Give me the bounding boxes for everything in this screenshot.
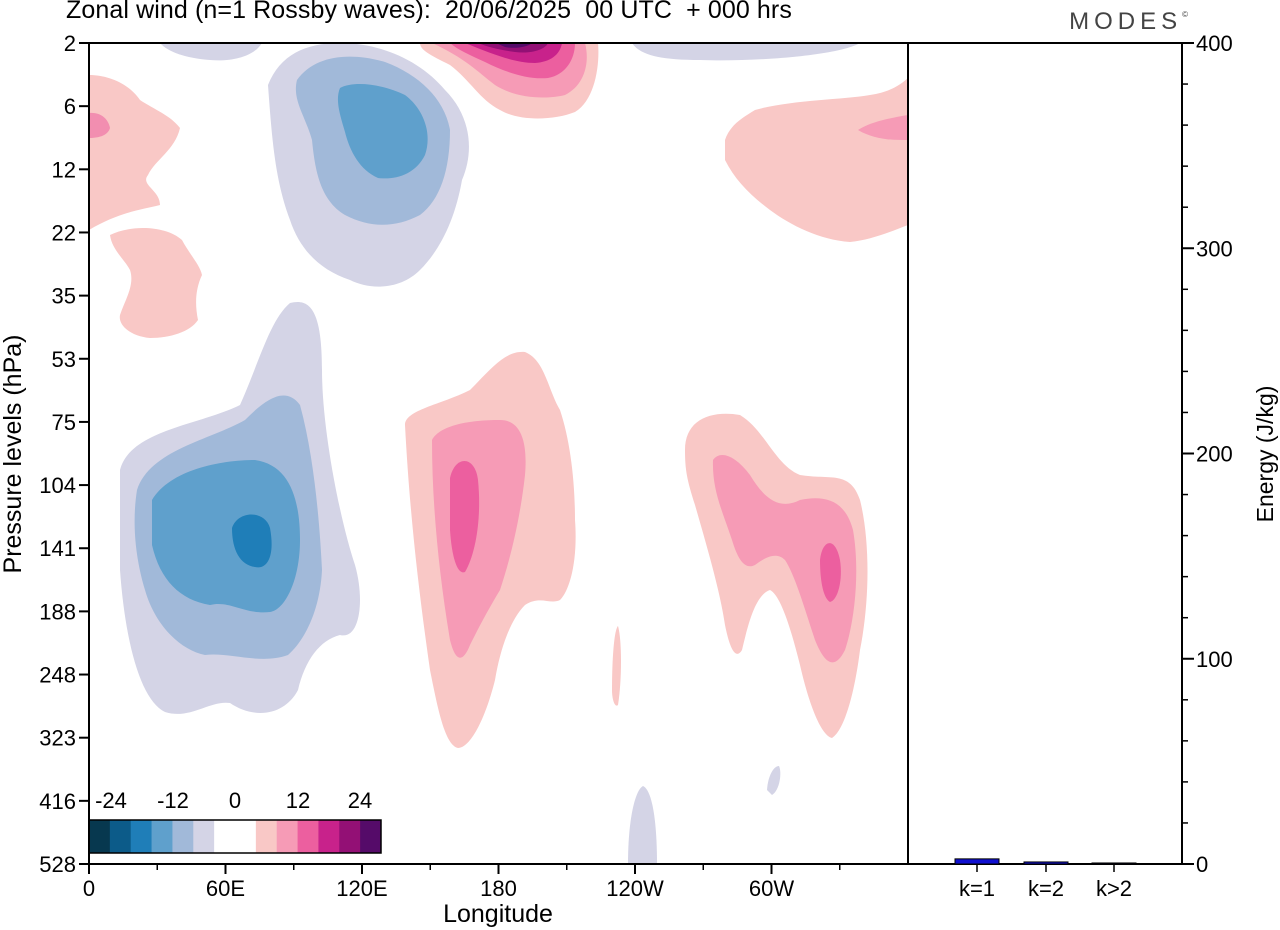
energy-tick-label: 100 — [1196, 647, 1233, 672]
colorbar-label: 24 — [348, 788, 372, 813]
colorbar-swatch — [235, 820, 257, 853]
colorbar-swatch — [130, 820, 152, 853]
energy-bars — [954, 858, 1137, 865]
colorbar-swatch — [89, 820, 111, 853]
colorbar-labels: -24 -12 0 12 24 — [95, 788, 372, 813]
colorbar-swatch — [360, 820, 382, 853]
colorbar-swatch — [255, 820, 278, 853]
y-tick-label: 2 — [64, 31, 76, 56]
y-tick-label: 323 — [39, 726, 76, 751]
positive-anomaly-center — [405, 351, 576, 748]
colorbar-swatch — [151, 820, 173, 853]
y-tick-label: 35 — [52, 284, 76, 309]
y-tick-label: 22 — [52, 220, 76, 245]
y-tick-label: 248 — [39, 663, 76, 688]
energy-axis: 0 100 200 300 400 — [1182, 31, 1233, 877]
energy-tick-label: 0 — [1196, 852, 1208, 877]
energy-tick-label: 300 — [1196, 236, 1233, 261]
y-axis: 2 6 12 22 35 53 75 104 141 188 248 323 416 528 — [39, 31, 89, 877]
energy-bar — [954, 858, 1000, 865]
x-tick-label: 120W — [606, 876, 664, 901]
y-tick-label: 141 — [39, 536, 76, 561]
y-tick-label: 416 — [39, 789, 76, 814]
x-axis: 0 60E 120E 180 120W 60W — [83, 864, 841, 901]
energy-category-label: k=2 — [1028, 876, 1064, 901]
energy-category-labels: k=1 k=2 k>2 — [959, 864, 1132, 901]
x-tick-label: 120E — [336, 876, 387, 901]
colorbar-swatch — [297, 820, 319, 853]
colorbar-swatch — [193, 820, 215, 853]
x-tick-label: 60E — [206, 876, 245, 901]
colorbar-label: -12 — [157, 788, 189, 813]
energy-tick-label: 400 — [1196, 31, 1233, 56]
energy-category-label: k=1 — [959, 876, 995, 901]
positive-anomaly-top — [420, 43, 599, 119]
negative-anomaly-upper — [268, 43, 469, 287]
colorbar-label: -24 — [95, 788, 127, 813]
negative-anomaly-lower-left — [120, 301, 360, 714]
colorbar-swatch — [339, 820, 361, 853]
colorbar-swatch — [318, 820, 340, 853]
y-axis-label: Pressure levels (hPa) — [0, 335, 27, 574]
positive-anomaly-right — [612, 413, 868, 738]
y-tick-label: 75 — [52, 410, 76, 435]
x-tick-label: 60W — [749, 876, 794, 901]
colorbar-label: 0 — [229, 788, 241, 813]
energy-category-label: k>2 — [1096, 876, 1132, 901]
energy-bar — [1023, 861, 1069, 865]
chart-title: Zonal wind (n=1 Rossby waves): 20/06/202… — [66, 0, 792, 24]
brand-logo: MODES© — [1069, 8, 1188, 36]
energy-bar — [1091, 862, 1137, 865]
colorbar-swatch — [214, 820, 236, 853]
colorbar-swatch — [109, 820, 132, 853]
energy-axis-label: Energy (J/kg) — [1252, 386, 1278, 523]
brand-mark: © — [1182, 10, 1188, 19]
colorbar-label: 12 — [286, 788, 310, 813]
y-tick-label: 528 — [39, 852, 76, 877]
y-tick-label: 6 — [64, 94, 76, 119]
colorbar-swatch — [276, 820, 298, 853]
x-tick-label: 0 — [83, 876, 95, 901]
brand-name: MODES — [1069, 8, 1183, 35]
colorbar-legend: -24 -12 0 12 24 — [88, 788, 382, 854]
y-tick-label: 53 — [52, 347, 76, 372]
colorbar-swatch — [172, 820, 194, 853]
energy-tick-label: 200 — [1196, 442, 1233, 467]
positive-anomaly-top-right — [725, 78, 908, 242]
contour-field — [89, 43, 908, 864]
y-tick-label: 188 — [39, 599, 76, 624]
colorbar-swatches — [89, 820, 382, 853]
x-tick-label: 180 — [480, 876, 517, 901]
y-tick-label: 12 — [52, 157, 76, 182]
y-tick-label: 104 — [39, 473, 76, 498]
x-axis-label: Longitude — [443, 900, 553, 928]
